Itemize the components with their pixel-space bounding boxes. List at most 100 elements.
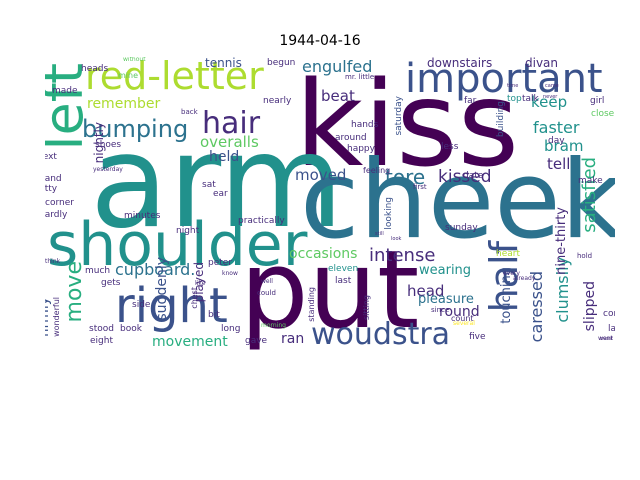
word-heads: heads	[81, 64, 109, 74]
word-come: come	[603, 309, 615, 319]
word-make: make	[578, 176, 603, 186]
word-several: several	[453, 320, 475, 327]
word-mr-little: mr. little	[345, 73, 375, 81]
word-beat: beat	[321, 87, 355, 105]
word-chest: chest	[190, 287, 199, 309]
word-looking: looking	[384, 197, 394, 230]
word-important: important	[405, 57, 603, 102]
word-move: move	[62, 261, 87, 323]
word-already: already	[513, 275, 536, 282]
word-downstairs: downstairs	[427, 57, 493, 70]
word-satisfied: satisfied	[579, 157, 600, 233]
word-put: put	[240, 228, 420, 353]
word-overalls: overalls	[200, 133, 259, 151]
word-words: words	[45, 119, 47, 143]
word-sunday: sunday	[445, 223, 478, 233]
word-right: right	[115, 278, 228, 334]
word-shoulder: shoulder	[47, 210, 308, 280]
word-night: night	[176, 226, 200, 236]
word-eleven: eleven	[328, 264, 359, 274]
word-close: close	[591, 109, 615, 119]
word-shoes: shoes	[95, 140, 122, 150]
word-without: without	[123, 57, 146, 63]
word-stood: stood	[89, 324, 114, 334]
word-hands: hands	[351, 120, 379, 130]
word-bumping: bumping	[82, 115, 189, 143]
word-came: came	[545, 83, 559, 89]
word-arm: arm	[90, 108, 344, 257]
word-feeling: feeling	[363, 166, 391, 175]
word-yesterday: yesterday	[93, 166, 123, 173]
word-far: far	[464, 96, 477, 106]
word-occasions: occasions	[289, 246, 358, 262]
word-standing: standing	[307, 287, 316, 322]
word-tennis: tennis	[205, 57, 242, 70]
word-red-letter: red-letter	[85, 57, 264, 98]
word-girl: girl	[590, 96, 605, 106]
word-made: made	[52, 86, 78, 96]
word-practically: practically	[238, 216, 285, 226]
word-never: never	[543, 94, 558, 100]
word-five: five	[469, 332, 486, 342]
word-count: count	[451, 314, 474, 323]
word-heart: heart	[496, 249, 520, 259]
word-keep: keep	[531, 93, 568, 111]
word-date: date	[463, 171, 484, 181]
word-kiss: kiss	[295, 57, 520, 193]
word-around: around	[335, 133, 367, 143]
word-bit: bit	[208, 310, 220, 320]
word-still: still	[375, 231, 384, 237]
word-ment: ment	[600, 336, 614, 342]
word-saturday: saturday	[394, 96, 404, 136]
word-less: less	[441, 142, 459, 152]
word-next: next	[45, 152, 57, 162]
word-gets: gets	[101, 278, 121, 288]
word-talk: talk	[522, 94, 539, 104]
word-remember: remember	[87, 96, 161, 112]
word-hardly: hardly	[45, 210, 68, 220]
word-long: long	[221, 324, 241, 334]
word-firmly: firmly	[45, 297, 52, 338]
word-sitting: sitting	[362, 295, 371, 321]
word-eight: eight	[90, 336, 113, 346]
word-side: side	[132, 300, 151, 310]
word-building: building	[496, 101, 506, 138]
word-morning: morning	[261, 322, 286, 329]
word-movement: movement	[152, 334, 228, 350]
word-mine: mine	[118, 71, 139, 80]
word-cupboard: cupboard.	[115, 260, 196, 279]
word-much: much	[85, 266, 111, 276]
word-held: held	[209, 149, 240, 165]
word-hand: hand	[45, 174, 62, 184]
word-ran: ran	[281, 331, 305, 347]
word-woudstra: woudstra	[311, 317, 451, 352]
word-pleasure: pleasure	[418, 292, 474, 307]
word-first: first	[413, 183, 427, 191]
word-happy: happy	[347, 144, 375, 154]
word-faster: faster	[533, 118, 580, 137]
word-cloud: kiss arm cheek put shoulder left importa…	[45, 57, 615, 353]
word-bram: bram	[544, 137, 584, 155]
word-tore: tore	[385, 165, 426, 189]
word-think: think	[45, 258, 61, 265]
word-nearly: nearly	[263, 96, 292, 106]
word-round: round	[439, 304, 480, 320]
word-kitty: kitty	[45, 184, 58, 194]
word-book: book	[120, 324, 142, 334]
word-ear: ear	[213, 189, 228, 199]
word-every: every	[503, 270, 520, 277]
word-gave: gave	[245, 336, 268, 346]
word-wearing: wearing	[419, 263, 472, 278]
chart-title: 1944-04-16	[279, 33, 361, 49]
word-suddenly: suddenly	[154, 257, 170, 321]
word-hair: hair	[202, 106, 261, 141]
word-hold: hold	[577, 252, 593, 260]
word-divan: divan	[525, 57, 559, 70]
word-begun: begun	[267, 58, 296, 68]
word-lay: lay	[608, 324, 615, 334]
word-head: head	[407, 282, 445, 300]
word-engulfed: engulfed	[302, 57, 373, 76]
word-nine-thirty: nine-thirty	[554, 207, 569, 275]
word-kissed: kissed	[438, 167, 492, 187]
word-cheek: cheek	[300, 138, 615, 263]
